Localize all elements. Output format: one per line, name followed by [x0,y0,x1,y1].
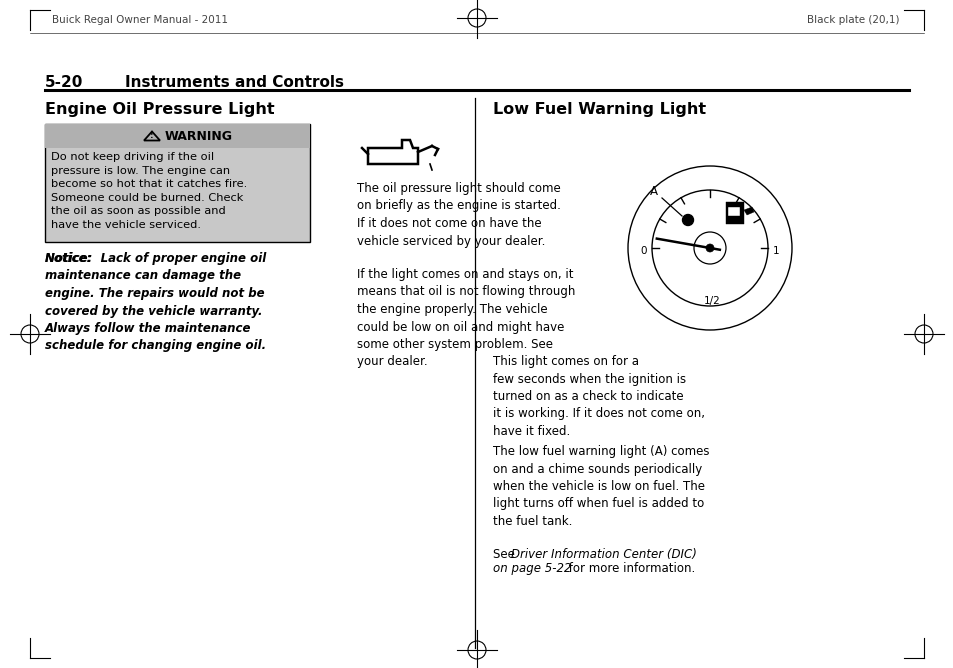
Text: Notice:  Lack of proper engine oil
maintenance can damage the
engine. The repair: Notice: Lack of proper engine oil mainte… [45,252,266,353]
Text: Low Fuel Warning Light: Low Fuel Warning Light [493,102,705,117]
Text: This light comes on for a
few seconds when the ignition is
turned on as a check : This light comes on for a few seconds wh… [493,355,704,438]
Text: A: A [649,185,658,198]
Text: See: See [493,548,518,561]
Text: 5-20: 5-20 [45,75,83,90]
Text: The low fuel warning light (A) comes
on and a chime sounds periodically
when the: The low fuel warning light (A) comes on … [493,445,709,528]
Text: If the light comes on and stays on, it
means that oil is not flowing through
the: If the light comes on and stays on, it m… [356,268,575,369]
Text: Instruments and Controls: Instruments and Controls [125,75,344,90]
Text: Notice:: Notice: [45,252,92,265]
Text: 1/2: 1/2 [703,296,720,306]
Text: 0: 0 [639,246,646,256]
Bar [45,124,310,242]
Text: The oil pressure light should come
on briefly as the engine is started.
If it do: The oil pressure light should come on br… [356,182,560,248]
Text: Driver Information Center (DIC): Driver Information Center (DIC) [511,548,696,561]
Polygon shape [743,207,753,215]
Bar [45,124,310,148]
Text: 1: 1 [772,246,779,256]
Text: !: ! [150,132,153,140]
Bar [727,207,740,216]
Bar [725,202,743,224]
Circle shape [681,214,693,226]
Text: WARNING: WARNING [165,130,233,142]
Text: for more information.: for more information. [564,562,695,575]
Text: Black plate (20,1): Black plate (20,1) [806,15,899,25]
Text: on page 5-22: on page 5-22 [493,562,571,575]
Text: Buick Regal Owner Manual - 2011: Buick Regal Owner Manual - 2011 [52,15,228,25]
Text: Engine Oil Pressure Light: Engine Oil Pressure Light [45,102,274,117]
Text: Do not keep driving if the oil
pressure is low. The engine can
become so hot tha: Do not keep driving if the oil pressure … [51,152,247,230]
Circle shape [705,244,713,252]
